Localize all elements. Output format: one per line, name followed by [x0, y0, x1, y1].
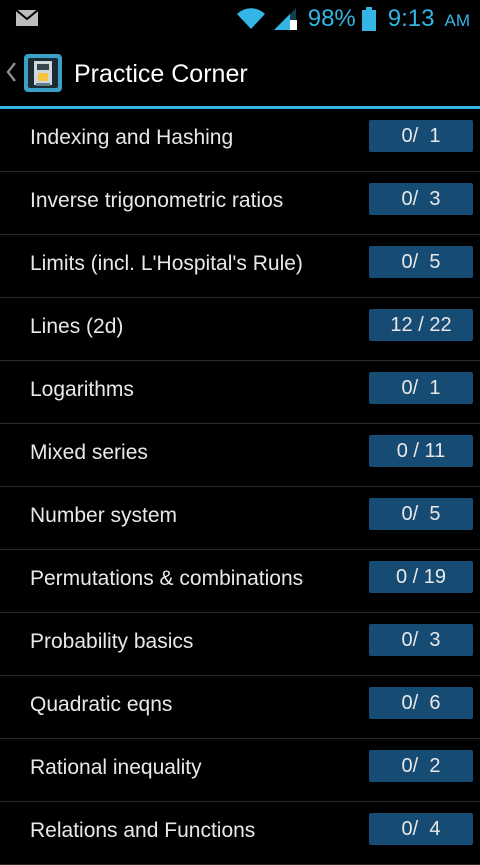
- progress-badge: 0/ 3: [369, 624, 473, 656]
- progress-badge: 0/ 2: [369, 750, 473, 782]
- topic-list: Indexing and Hashing 0/ 1 Inverse trigonom…: [0, 109, 480, 865]
- status-bar: 98% 9:13 AM: [0, 0, 480, 38]
- battery-percent: 98%: [307, 5, 356, 32]
- progress-badge: 0/ 5: [369, 498, 473, 530]
- topic-name: Quadratic eqns: [30, 693, 173, 716]
- progress-badge: 0/ 3: [369, 183, 473, 215]
- progress-badge: 12 / 22: [369, 309, 473, 341]
- list-item[interactable]: Rational inequality 0/ 2: [0, 739, 480, 802]
- progress-badge: 0/ 1: [369, 372, 473, 404]
- topic-name: Lines (2d): [30, 315, 124, 338]
- wifi-icon: [236, 8, 265, 29]
- list-item[interactable]: Probability basics 0/ 3: [0, 613, 480, 676]
- topic-name: Relations and Functions: [30, 819, 256, 842]
- progress-badge: 0/ 1: [369, 120, 473, 152]
- list-item[interactable]: Indexing and Hashing 0/ 1: [0, 109, 480, 172]
- topic-name: Indexing and Hashing: [30, 126, 234, 149]
- progress-badge: 0 / 11: [369, 435, 473, 467]
- mail-icon: [16, 10, 38, 26]
- clock-time: 9:13: [387, 5, 435, 32]
- list-item[interactable]: Limits (incl. L'Hospital's Rule) 0/ 5: [0, 235, 480, 298]
- list-item[interactable]: Logarithms 0/ 1: [0, 361, 480, 424]
- topic-name: Logarithms: [30, 378, 134, 401]
- action-bar-divider: [0, 106, 480, 109]
- topic-name: Limits (incl. L'Hospital's Rule): [30, 252, 303, 275]
- progress-badge: 0/ 4: [369, 813, 473, 845]
- progress-badge: 0/ 5: [369, 246, 473, 278]
- status-indicators: 98% 9:13 AM: [236, 0, 470, 38]
- progress-badge: 0/ 6: [369, 687, 473, 719]
- clock-ampm: AM: [444, 11, 471, 30]
- battery-icon: [361, 7, 376, 31]
- topic-name: Rational inequality: [30, 756, 202, 779]
- list-item[interactable]: Number system 0/ 5: [0, 487, 480, 550]
- topic-name: Mixed series: [30, 441, 148, 464]
- progress-badge: 0 / 19: [369, 561, 473, 593]
- topic-name: Probability basics: [30, 630, 194, 653]
- topic-name: Inverse trigonometric ratios: [30, 189, 284, 212]
- app-logo-icon[interactable]: [24, 54, 62, 92]
- list-item[interactable]: Quadratic eqns 0/ 6: [0, 676, 480, 739]
- topic-name: Number system: [30, 504, 178, 527]
- list-item[interactable]: Lines (2d) 12 / 22: [0, 298, 480, 361]
- action-bar: Practice Corner: [0, 38, 480, 106]
- topic-name: Permutations & combinations: [30, 567, 304, 590]
- list-item[interactable]: Inverse trigonometric ratios 0/ 3: [0, 172, 480, 235]
- list-item[interactable]: Mixed series 0 / 11: [0, 424, 480, 487]
- list-item[interactable]: Permutations & combinations 0 / 19: [0, 550, 480, 613]
- signal-icon: [273, 8, 297, 30]
- back-chevron-icon[interactable]: [4, 60, 18, 84]
- list-item[interactable]: Relations and Functions 0/ 4: [0, 802, 480, 865]
- page-title: Practice Corner: [74, 60, 248, 88]
